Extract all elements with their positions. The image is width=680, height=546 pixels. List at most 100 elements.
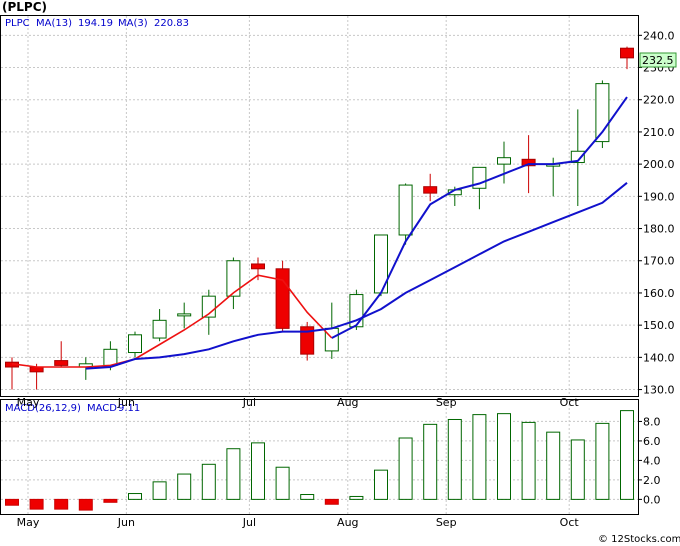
month-label-macd: Sep — [436, 516, 457, 529]
candle — [152, 309, 167, 342]
legend-ma13-value: 194.19 — [78, 18, 113, 29]
last-price-badge: 232.5 — [639, 52, 677, 68]
month-label-price: Oct — [560, 396, 580, 409]
price-tick-label: 200.0 — [643, 158, 675, 171]
candle — [497, 141, 511, 184]
candle-body-down — [300, 326, 315, 355]
macd-tick-label: 4.0 — [643, 454, 661, 467]
price-tick-label: 160.0 — [643, 287, 675, 300]
month-label-price: May — [17, 396, 40, 409]
macd-bar — [251, 442, 265, 500]
candle-body-up — [128, 334, 142, 354]
candle-body-up — [398, 184, 413, 236]
price-month-gridlines — [27, 16, 570, 396]
candle — [300, 321, 315, 361]
candle-body-up — [497, 157, 511, 165]
price-tick-label: 140.0 — [643, 351, 675, 364]
macd-tick-label: 0.0 — [643, 493, 661, 506]
macd-bar — [275, 466, 290, 500]
macd-axis-ticks: 0.0 2.0 4.0 6.0 8.0 — [638, 415, 661, 506]
macd-bar — [570, 439, 585, 500]
macd-tick-label: 2.0 — [643, 474, 661, 487]
candle-body-up — [177, 313, 192, 317]
ma13-line — [85, 182, 628, 370]
candle — [620, 46, 634, 70]
price-tick-label: 150.0 — [643, 319, 675, 332]
month-label-macd: Oct — [560, 516, 580, 529]
price-tick-label: 170.0 — [643, 255, 675, 268]
candle-body-up — [103, 348, 118, 366]
candle — [251, 257, 265, 281]
month-label-macd: Jun — [117, 516, 135, 529]
price-axis-ticks: 130.0 140.0 150.0 160.0 170.0 180.0 190.0 200.0… — [638, 29, 675, 397]
macd-bar — [5, 498, 19, 506]
month-label-price: Jun — [117, 396, 135, 409]
ma3-segment-line — [331, 96, 628, 339]
candle — [398, 183, 413, 245]
month-label-price: Aug — [337, 396, 358, 409]
price-panel-frame — [0, 15, 639, 397]
macd-legend-name: MACD — [87, 403, 117, 414]
macd-bar — [300, 494, 315, 500]
price-tick-label: 180.0 — [643, 223, 675, 236]
candle-body-down — [521, 158, 536, 167]
macd-bar — [546, 431, 561, 500]
candlesticks — [5, 46, 634, 390]
price-tick-label: 240.0 — [643, 29, 675, 42]
candle-body-down — [275, 268, 290, 329]
macd-histogram — [5, 410, 634, 511]
macd-bar — [152, 481, 167, 500]
price-tick-label: 190.0 — [643, 190, 675, 203]
macd-legend-value: 9.11 — [118, 403, 140, 414]
macd-bar — [78, 498, 93, 511]
macd-tick-label: 6.0 — [643, 435, 661, 448]
macd-tick-label: 8.0 — [643, 415, 661, 428]
candle-body-up — [324, 327, 339, 352]
price-tick-label: 220.0 — [643, 94, 675, 107]
month-label-macd: Jul — [242, 516, 256, 529]
candle — [226, 257, 241, 310]
chart-title: (PLPC) — [2, 0, 47, 14]
macd-bar — [226, 448, 241, 500]
month-label-price: Jul — [242, 396, 256, 409]
macd-legend: MACD(26,12,9) MACD 9.11 — [5, 403, 140, 414]
macd-bar — [201, 463, 216, 500]
macd-month-gridlines — [27, 400, 570, 514]
month-label-macd: Aug — [337, 516, 358, 529]
macd-bar — [447, 418, 462, 500]
price-legend: PLPC MA(13) 194.19 MA(3) 220.83 — [5, 18, 189, 29]
last-price-label: 232.5 — [642, 54, 674, 67]
macd-title: MACD(26,12,9) — [5, 403, 81, 414]
macd-bar — [423, 423, 438, 500]
candle-body-down — [54, 360, 69, 366]
candle — [54, 341, 69, 368]
macd-bar — [103, 498, 118, 503]
candle — [177, 302, 192, 329]
macd-bar — [521, 421, 536, 500]
legend-ma3-name: MA(3) — [118, 18, 148, 29]
macd-bar — [595, 422, 610, 500]
watermark: © 12Stocks.com — [598, 534, 680, 545]
month-label-price: Sep — [436, 396, 457, 409]
candle-body-down — [620, 47, 634, 59]
candle-body-down — [251, 263, 265, 270]
candle-body-up — [570, 150, 585, 164]
candle — [423, 173, 438, 202]
macd-bar — [497, 413, 511, 500]
candle — [275, 260, 290, 332]
price-tick-label: 210.0 — [643, 126, 675, 139]
macd-bar — [349, 495, 364, 500]
legend-ma3-value: 220.83 — [154, 18, 189, 29]
macd-bar — [374, 469, 388, 500]
macd-bar — [54, 498, 69, 510]
macd-bar — [472, 414, 487, 500]
candle-body-up — [226, 260, 241, 297]
legend-ma13-name: MA(13) — [36, 18, 72, 29]
price-tick-label: 130.0 — [643, 384, 675, 397]
legend-ticker: PLPC — [5, 18, 30, 29]
candle — [128, 331, 142, 358]
month-labels: May May Jun Jun Jul Jul Aug Aug Sep Sep Oct Oct — [17, 396, 580, 529]
candle-body-up — [152, 319, 167, 339]
macd-bar — [620, 410, 634, 500]
